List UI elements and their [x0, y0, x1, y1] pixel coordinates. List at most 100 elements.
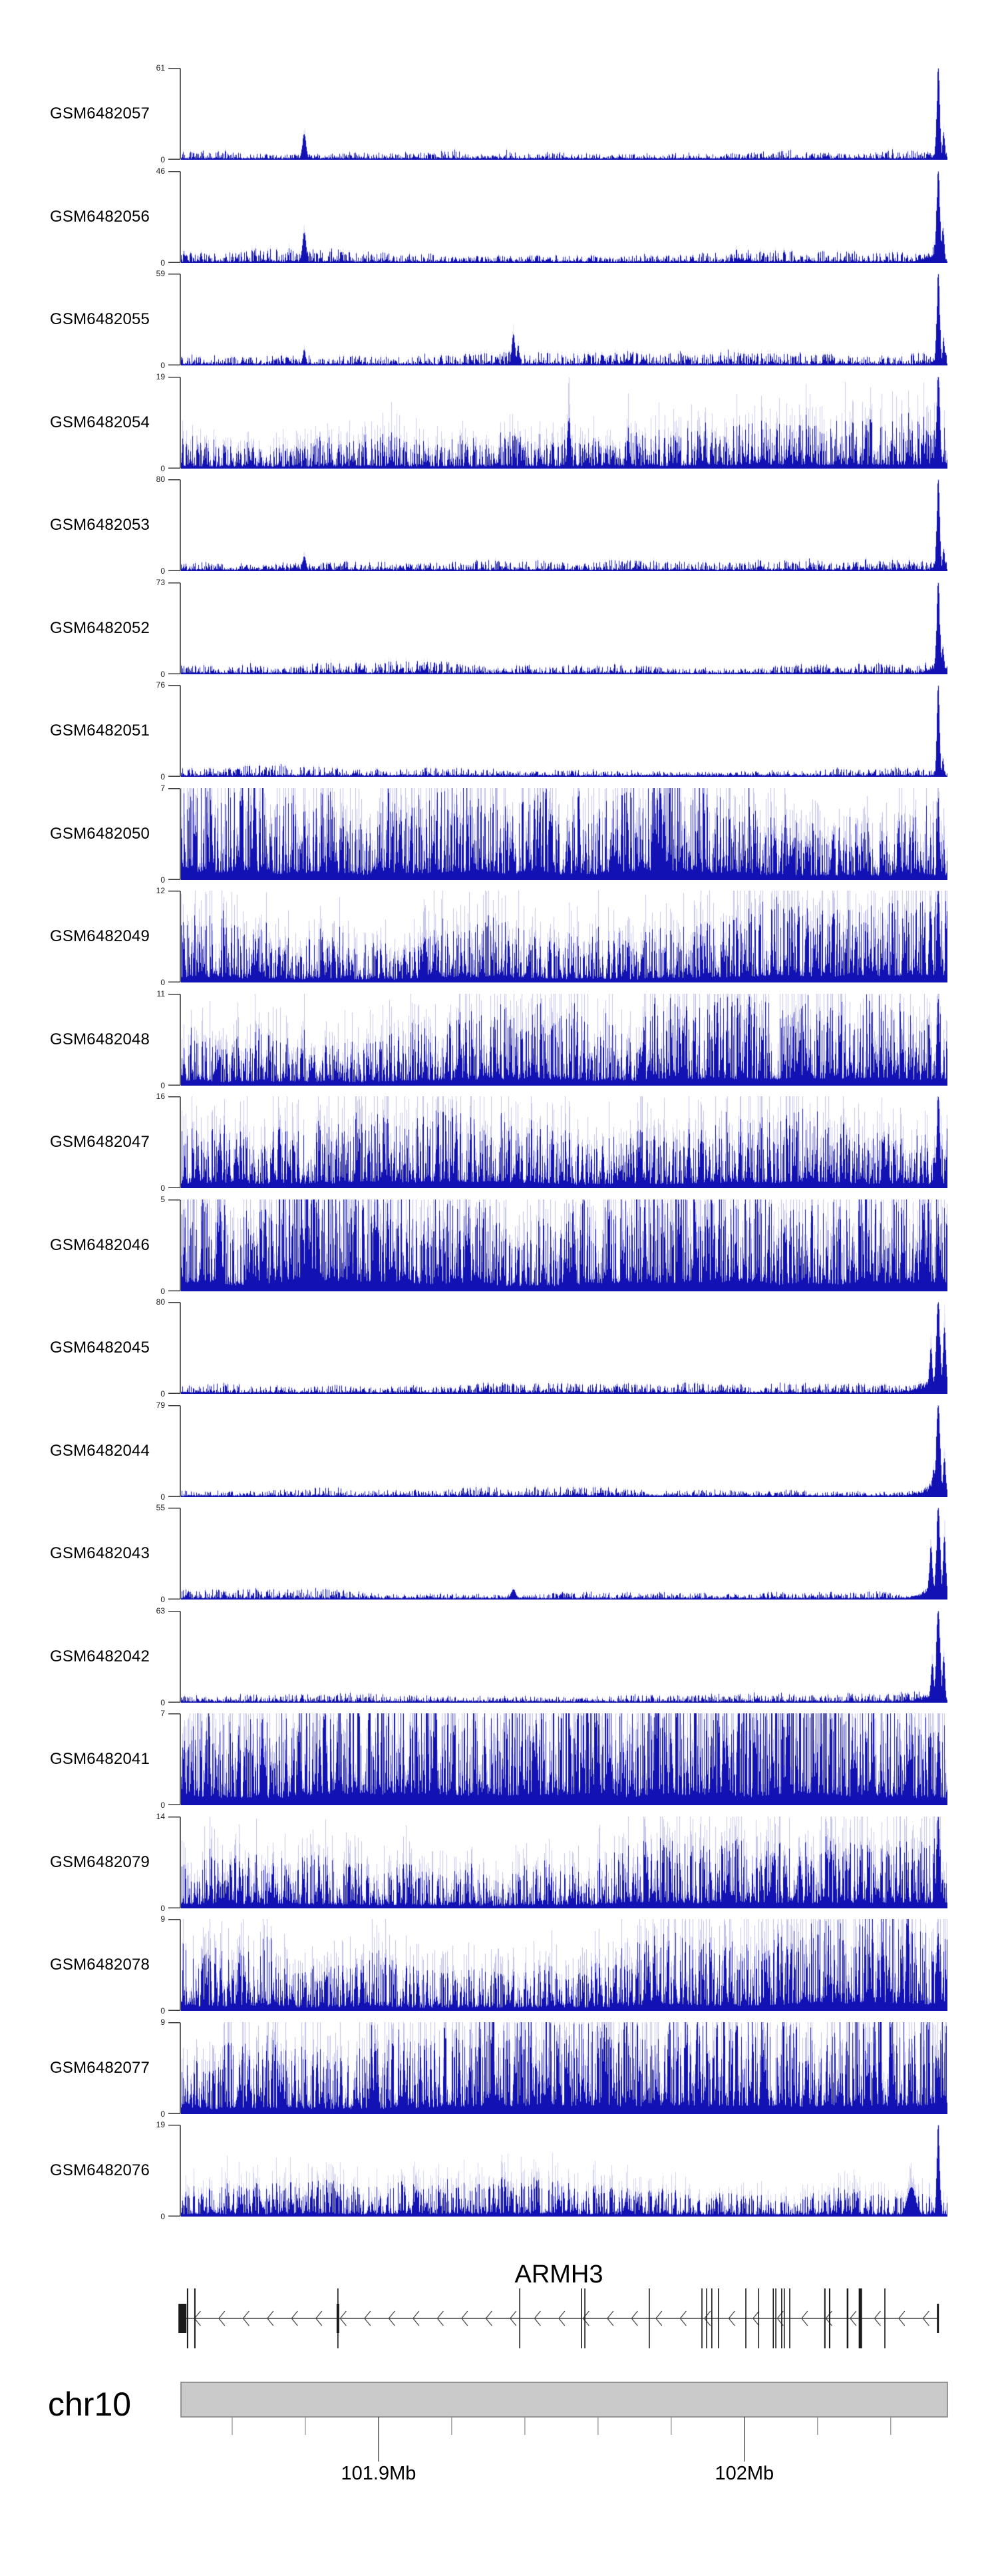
y-axis-zero-label: 0 [160, 1903, 165, 1913]
strand-direction-arrow-icon [801, 2310, 808, 2326]
coverage-signal [181, 1713, 947, 1805]
y-axis-zero-label: 0 [160, 155, 165, 164]
y-axis-max-label: 9 [160, 2017, 165, 2027]
y-axis-zero-label: 0 [160, 463, 165, 473]
strand-direction-arrow-icon [898, 2310, 906, 2326]
y-axis-max-label: 9 [160, 1914, 165, 1924]
y-axis-zero-label: 0 [160, 1286, 165, 1296]
coverage-signal [181, 685, 947, 777]
y-axis-max-label: 7 [160, 1709, 165, 1718]
exon-line [775, 2288, 776, 2348]
strand-direction-arrow-icon [534, 2310, 541, 2326]
track-label: GSM6482079 [50, 1852, 150, 1871]
y-axis [168, 68, 181, 160]
axis-tick-label: 101.9Mb [341, 2463, 416, 2484]
genome-axis-ruler: 101.9Mb 102Mb [180, 2382, 948, 2484]
coverage-signal [181, 1302, 947, 1394]
exon-box [178, 2304, 187, 2333]
y-axis [168, 1919, 181, 2011]
exon-line [701, 2288, 703, 2348]
y-axis [168, 2125, 181, 2217]
exon-line [884, 2288, 886, 2348]
coverage-signal [181, 993, 947, 1086]
y-axis-max-label: 12 [156, 886, 165, 895]
y-axis-max-label: 63 [156, 1606, 165, 1615]
y-axis [168, 891, 181, 982]
exon-line [745, 2288, 747, 2348]
y-axis-max-label: 19 [156, 2120, 165, 2129]
track-label: GSM6482052 [50, 618, 150, 637]
exon-line [758, 2288, 760, 2348]
exon-line [186, 2288, 188, 2348]
track-label: GSM6482050 [50, 824, 150, 843]
exon-box [336, 2304, 339, 2333]
y-axis [168, 582, 181, 674]
coverage-signal [181, 376, 947, 469]
y-axis [168, 685, 181, 777]
y-axis [168, 170, 181, 263]
y-axis-zero-label: 0 [160, 1080, 165, 1090]
coverage-signal [181, 1816, 947, 1908]
y-axis-zero-label: 0 [160, 669, 165, 679]
y-axis [168, 1302, 181, 1394]
y-axis-max-label: 14 [156, 1811, 165, 1821]
exon-line [519, 2288, 520, 2348]
y-axis-zero-label: 0 [160, 978, 165, 987]
strand-direction-arrow-icon [218, 2310, 226, 2326]
y-axis-max-label: 59 [156, 269, 165, 278]
coverage-signal [181, 1508, 947, 1600]
coverage-signal [181, 1919, 947, 2011]
strand-direction-arrow-icon [704, 2310, 711, 2326]
strand-direction-arrow-icon [728, 2310, 735, 2326]
exon-box [937, 2304, 939, 2333]
y-axis-zero-label: 0 [160, 1389, 165, 1398]
strand-direction-arrow-icon [752, 2310, 760, 2326]
y-axis [168, 993, 181, 1086]
strand-direction-arrow-icon [364, 2310, 371, 2326]
strand-direction-arrow-icon [510, 2310, 517, 2326]
exon-line [649, 2288, 650, 2348]
y-axis-zero-label: 0 [160, 566, 165, 576]
y-axis-zero-label: 0 [160, 1595, 165, 1604]
track-label: GSM6482055 [50, 310, 150, 328]
y-axis-zero-label: 0 [160, 1697, 165, 1707]
strand-direction-arrow-icon [655, 2310, 663, 2326]
coverage-signal [181, 68, 947, 160]
axis-tick-label: 102Mb [715, 2463, 774, 2484]
track-label: GSM6482057 [50, 105, 150, 122]
y-axis-max-label: 11 [156, 988, 165, 998]
exon-line [584, 2288, 585, 2348]
y-axis [168, 1508, 181, 1600]
coverage-signal [181, 479, 947, 571]
track-label: GSM6482056 [50, 207, 150, 226]
track-label: GSM6482078 [50, 1956, 150, 1974]
chromosome-label: chr10 [48, 2386, 132, 2423]
coverage-signal [181, 2125, 947, 2217]
coverage-signal [181, 1096, 947, 1188]
strand-direction-arrow-icon [267, 2310, 274, 2326]
y-axis-max-label: 19 [156, 371, 165, 381]
exon-line [581, 2288, 582, 2348]
y-axis [168, 479, 181, 571]
y-axis-zero-label: 0 [160, 2109, 165, 2119]
exon-line [828, 2288, 830, 2348]
exon-line [194, 2288, 196, 2348]
strand-direction-arrow-icon [607, 2310, 614, 2326]
y-axis-zero-label: 0 [160, 1801, 165, 1810]
y-axis-max-label: 76 [156, 680, 165, 690]
y-axis-zero-label: 0 [160, 772, 165, 781]
y-axis-zero-label: 0 [160, 875, 165, 885]
strand-direction-arrow-icon [436, 2310, 444, 2326]
coverage-signal [181, 274, 947, 365]
strand-direction-arrow-icon [850, 2310, 857, 2326]
y-axis-max-label: 55 [156, 1503, 165, 1512]
exon-line [858, 2288, 862, 2348]
y-axis [168, 376, 181, 469]
y-axis-zero-label: 0 [160, 258, 165, 268]
track-label: GSM6482049 [50, 927, 150, 945]
exon-line [706, 2288, 707, 2348]
track-label: GSM6482054 [50, 413, 150, 431]
exon-line [772, 2288, 774, 2348]
track-label: GSM6482045 [50, 1339, 150, 1357]
